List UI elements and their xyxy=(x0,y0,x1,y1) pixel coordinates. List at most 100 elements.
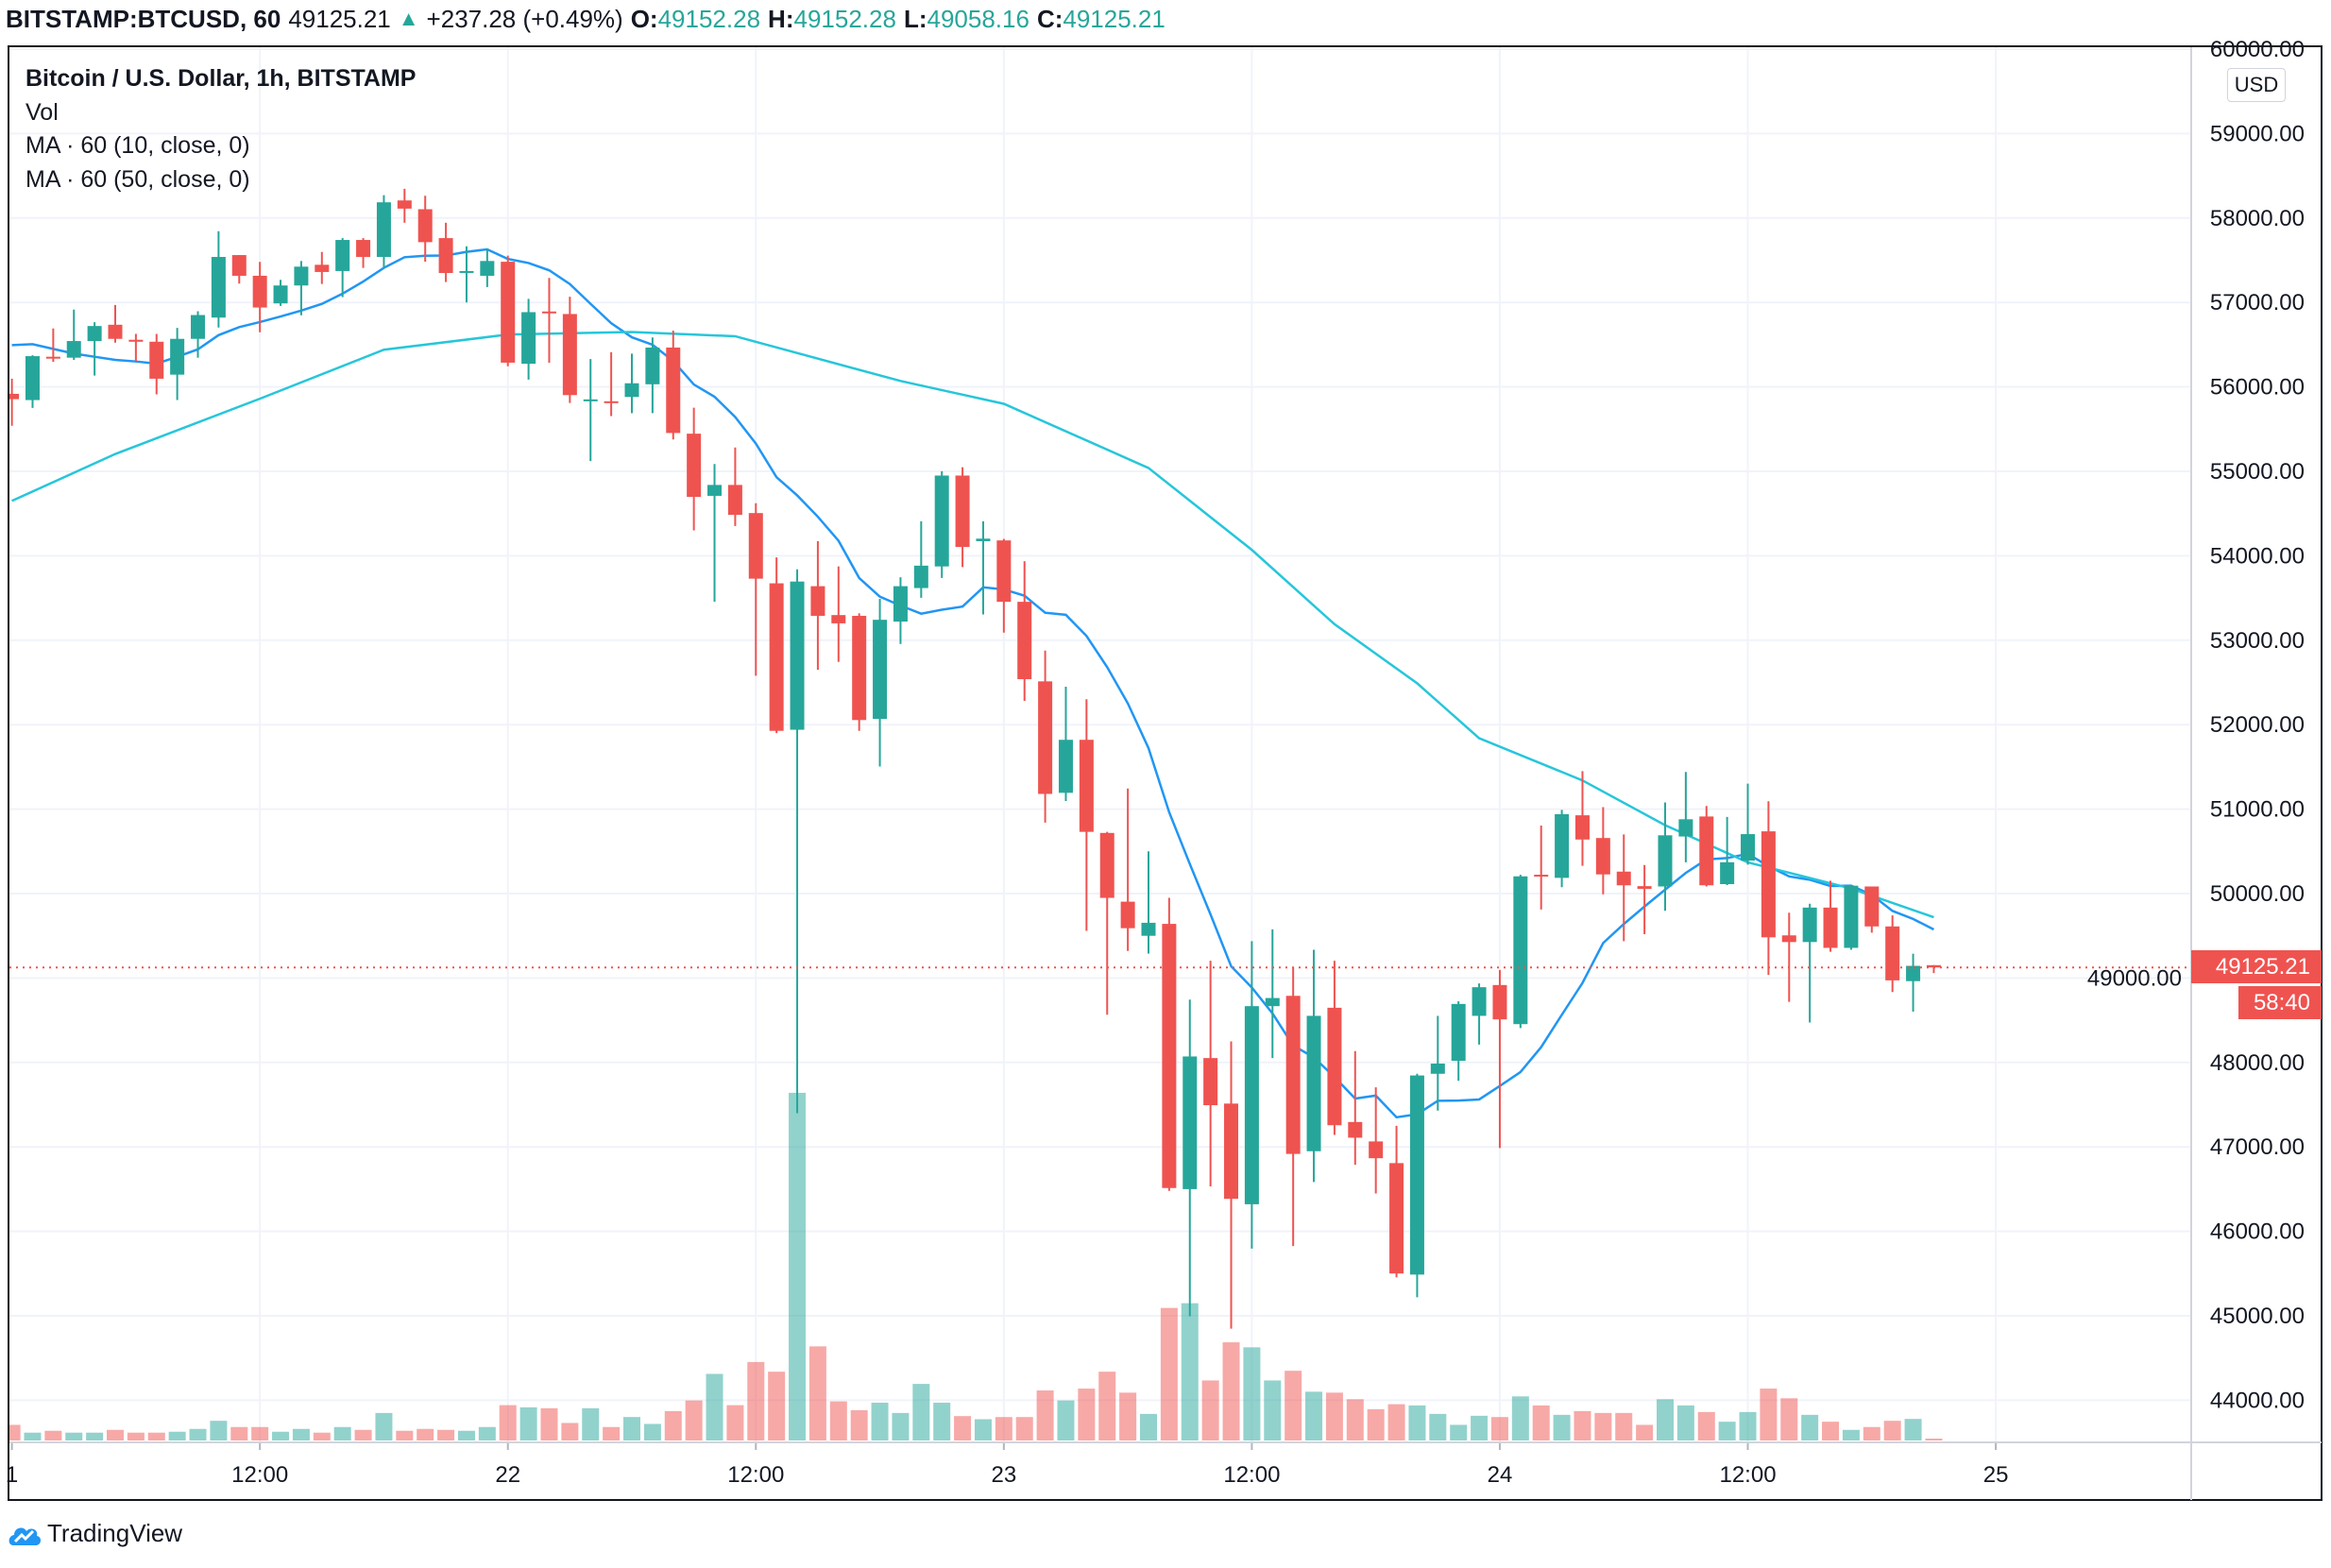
price-axis[interactable]: 60000.00 59000.00 58000.00 57000.00 56000.00… xyxy=(2087,37,2305,1413)
candle-body[interactable] xyxy=(459,270,474,273)
legend-title[interactable]: Bitcoin / U.S. Dollar, 1h, BITSTAMP xyxy=(26,65,417,92)
candle-body[interactable] xyxy=(1348,1121,1363,1138)
candle-body[interactable] xyxy=(810,586,825,616)
candle-body[interactable] xyxy=(1451,1003,1466,1062)
candle-body[interactable] xyxy=(687,434,702,497)
candle-body[interactable] xyxy=(1741,834,1756,861)
candle-body[interactable] xyxy=(562,314,577,396)
candle-body[interactable] xyxy=(1203,1058,1218,1106)
candle-body[interactable] xyxy=(934,475,949,567)
candle-body[interactable] xyxy=(1162,924,1177,1188)
candle-body[interactable] xyxy=(170,338,185,375)
candle-body[interactable] xyxy=(438,238,453,273)
candle-body[interactable] xyxy=(1844,885,1859,948)
candle-body[interactable] xyxy=(852,615,867,721)
candle-body[interactable] xyxy=(108,324,123,339)
candle-body[interactable] xyxy=(1720,861,1735,884)
candle-body[interactable] xyxy=(769,583,784,731)
candle-body[interactable] xyxy=(191,315,206,339)
candle-body[interactable] xyxy=(790,581,805,730)
candle-body[interactable] xyxy=(604,401,619,403)
candle-body[interactable] xyxy=(149,341,164,379)
candle-body[interactable] xyxy=(273,285,288,304)
candle-body[interactable] xyxy=(417,209,433,243)
candle-body[interactable] xyxy=(231,255,247,276)
candle-body[interactable] xyxy=(1781,935,1796,943)
candle-body[interactable] xyxy=(1555,813,1570,878)
candle-body[interactable] xyxy=(1224,1103,1239,1200)
candle-body[interactable] xyxy=(727,485,742,516)
candle-body[interactable] xyxy=(1802,907,1817,943)
candle-body[interactable] xyxy=(1099,832,1114,898)
candle-body[interactable] xyxy=(1637,886,1652,889)
candle-body[interactable] xyxy=(87,326,102,342)
candle-body[interactable] xyxy=(25,356,40,401)
candle-body[interactable] xyxy=(1864,886,1880,927)
candle-body[interactable] xyxy=(955,475,970,548)
candle-body[interactable] xyxy=(748,513,763,579)
candle-body[interactable] xyxy=(1079,740,1094,832)
candle-body[interactable] xyxy=(45,356,60,359)
candle-body[interactable] xyxy=(356,240,371,258)
candle-body[interactable] xyxy=(873,620,888,720)
candle-body[interactable] xyxy=(893,586,908,622)
candle-body[interactable] xyxy=(1430,1063,1445,1074)
candle-body[interactable] xyxy=(666,347,681,434)
candle-body[interactable] xyxy=(376,202,391,258)
candle-body[interactable] xyxy=(707,485,723,496)
candle-body[interactable] xyxy=(1141,922,1156,936)
candle-body[interactable] xyxy=(335,240,350,271)
candle-body[interactable] xyxy=(1120,901,1135,929)
candle-body[interactable] xyxy=(1513,876,1528,1025)
currency-button[interactable]: USD xyxy=(2227,68,2286,102)
candle-body[interactable] xyxy=(1616,871,1631,886)
candle-body[interactable] xyxy=(480,261,495,276)
candle-body[interactable] xyxy=(1574,815,1590,840)
candle-body[interactable] xyxy=(1369,1141,1384,1159)
candle-body[interactable] xyxy=(1823,907,1838,948)
candle-body[interactable] xyxy=(996,540,1012,603)
candle-body[interactable] xyxy=(1244,1006,1259,1204)
legend-volume[interactable]: Vol xyxy=(26,98,59,126)
candle-body[interactable] xyxy=(1906,965,1921,981)
candle-body[interactable] xyxy=(1885,926,1900,980)
candle-body[interactable] xyxy=(1658,835,1673,887)
candle-body[interactable] xyxy=(1678,819,1693,837)
candle-body[interactable] xyxy=(976,538,991,541)
candle-body[interactable] xyxy=(211,257,226,318)
candle-body[interactable] xyxy=(1058,740,1073,793)
candle-body[interactable] xyxy=(913,565,928,588)
candle-body[interactable] xyxy=(645,347,660,384)
legend-ma10[interactable]: MA · 60 (10, close, 0) xyxy=(26,132,250,159)
tradingview-logo[interactable]: TradingView xyxy=(8,1519,182,1548)
candle-body[interactable] xyxy=(1389,1163,1404,1274)
candle-body[interactable] xyxy=(583,399,598,401)
candle-body[interactable] xyxy=(1926,964,1941,968)
time-axis[interactable]: 1 12:00 22 12:00 23 12:00 24 12:00 25 xyxy=(6,1442,2009,1488)
candle-body[interactable] xyxy=(1409,1075,1424,1275)
candle-body[interactable] xyxy=(1472,987,1487,1016)
candle-body[interactable] xyxy=(1017,602,1032,680)
candle-body[interactable] xyxy=(66,341,81,358)
candle-body[interactable] xyxy=(1183,1056,1198,1189)
candle-body[interactable] xyxy=(1761,831,1776,938)
candle-body[interactable] xyxy=(831,615,846,623)
candle-body[interactable] xyxy=(624,383,639,398)
candle-body[interactable] xyxy=(1699,816,1714,886)
legend-ma50[interactable]: MA · 60 (50, close, 0) xyxy=(26,165,250,193)
candle-body[interactable] xyxy=(1327,1007,1342,1126)
candle-body[interactable] xyxy=(501,262,516,363)
candle-body[interactable] xyxy=(1595,838,1610,875)
candle-body[interactable] xyxy=(541,311,556,314)
candle-body[interactable] xyxy=(5,393,20,400)
candle-body[interactable] xyxy=(1038,681,1053,794)
candle-body[interactable] xyxy=(294,266,309,286)
candle-body[interactable] xyxy=(397,200,412,209)
candle-body[interactable] xyxy=(315,264,330,272)
candle-body[interactable] xyxy=(1285,996,1301,1154)
symbol-name[interactable]: BITSTAMP:BTCUSD, 60 xyxy=(6,5,281,33)
candle-body[interactable] xyxy=(128,339,144,342)
candle-body[interactable] xyxy=(1265,997,1280,1007)
candle-body[interactable] xyxy=(521,312,536,365)
